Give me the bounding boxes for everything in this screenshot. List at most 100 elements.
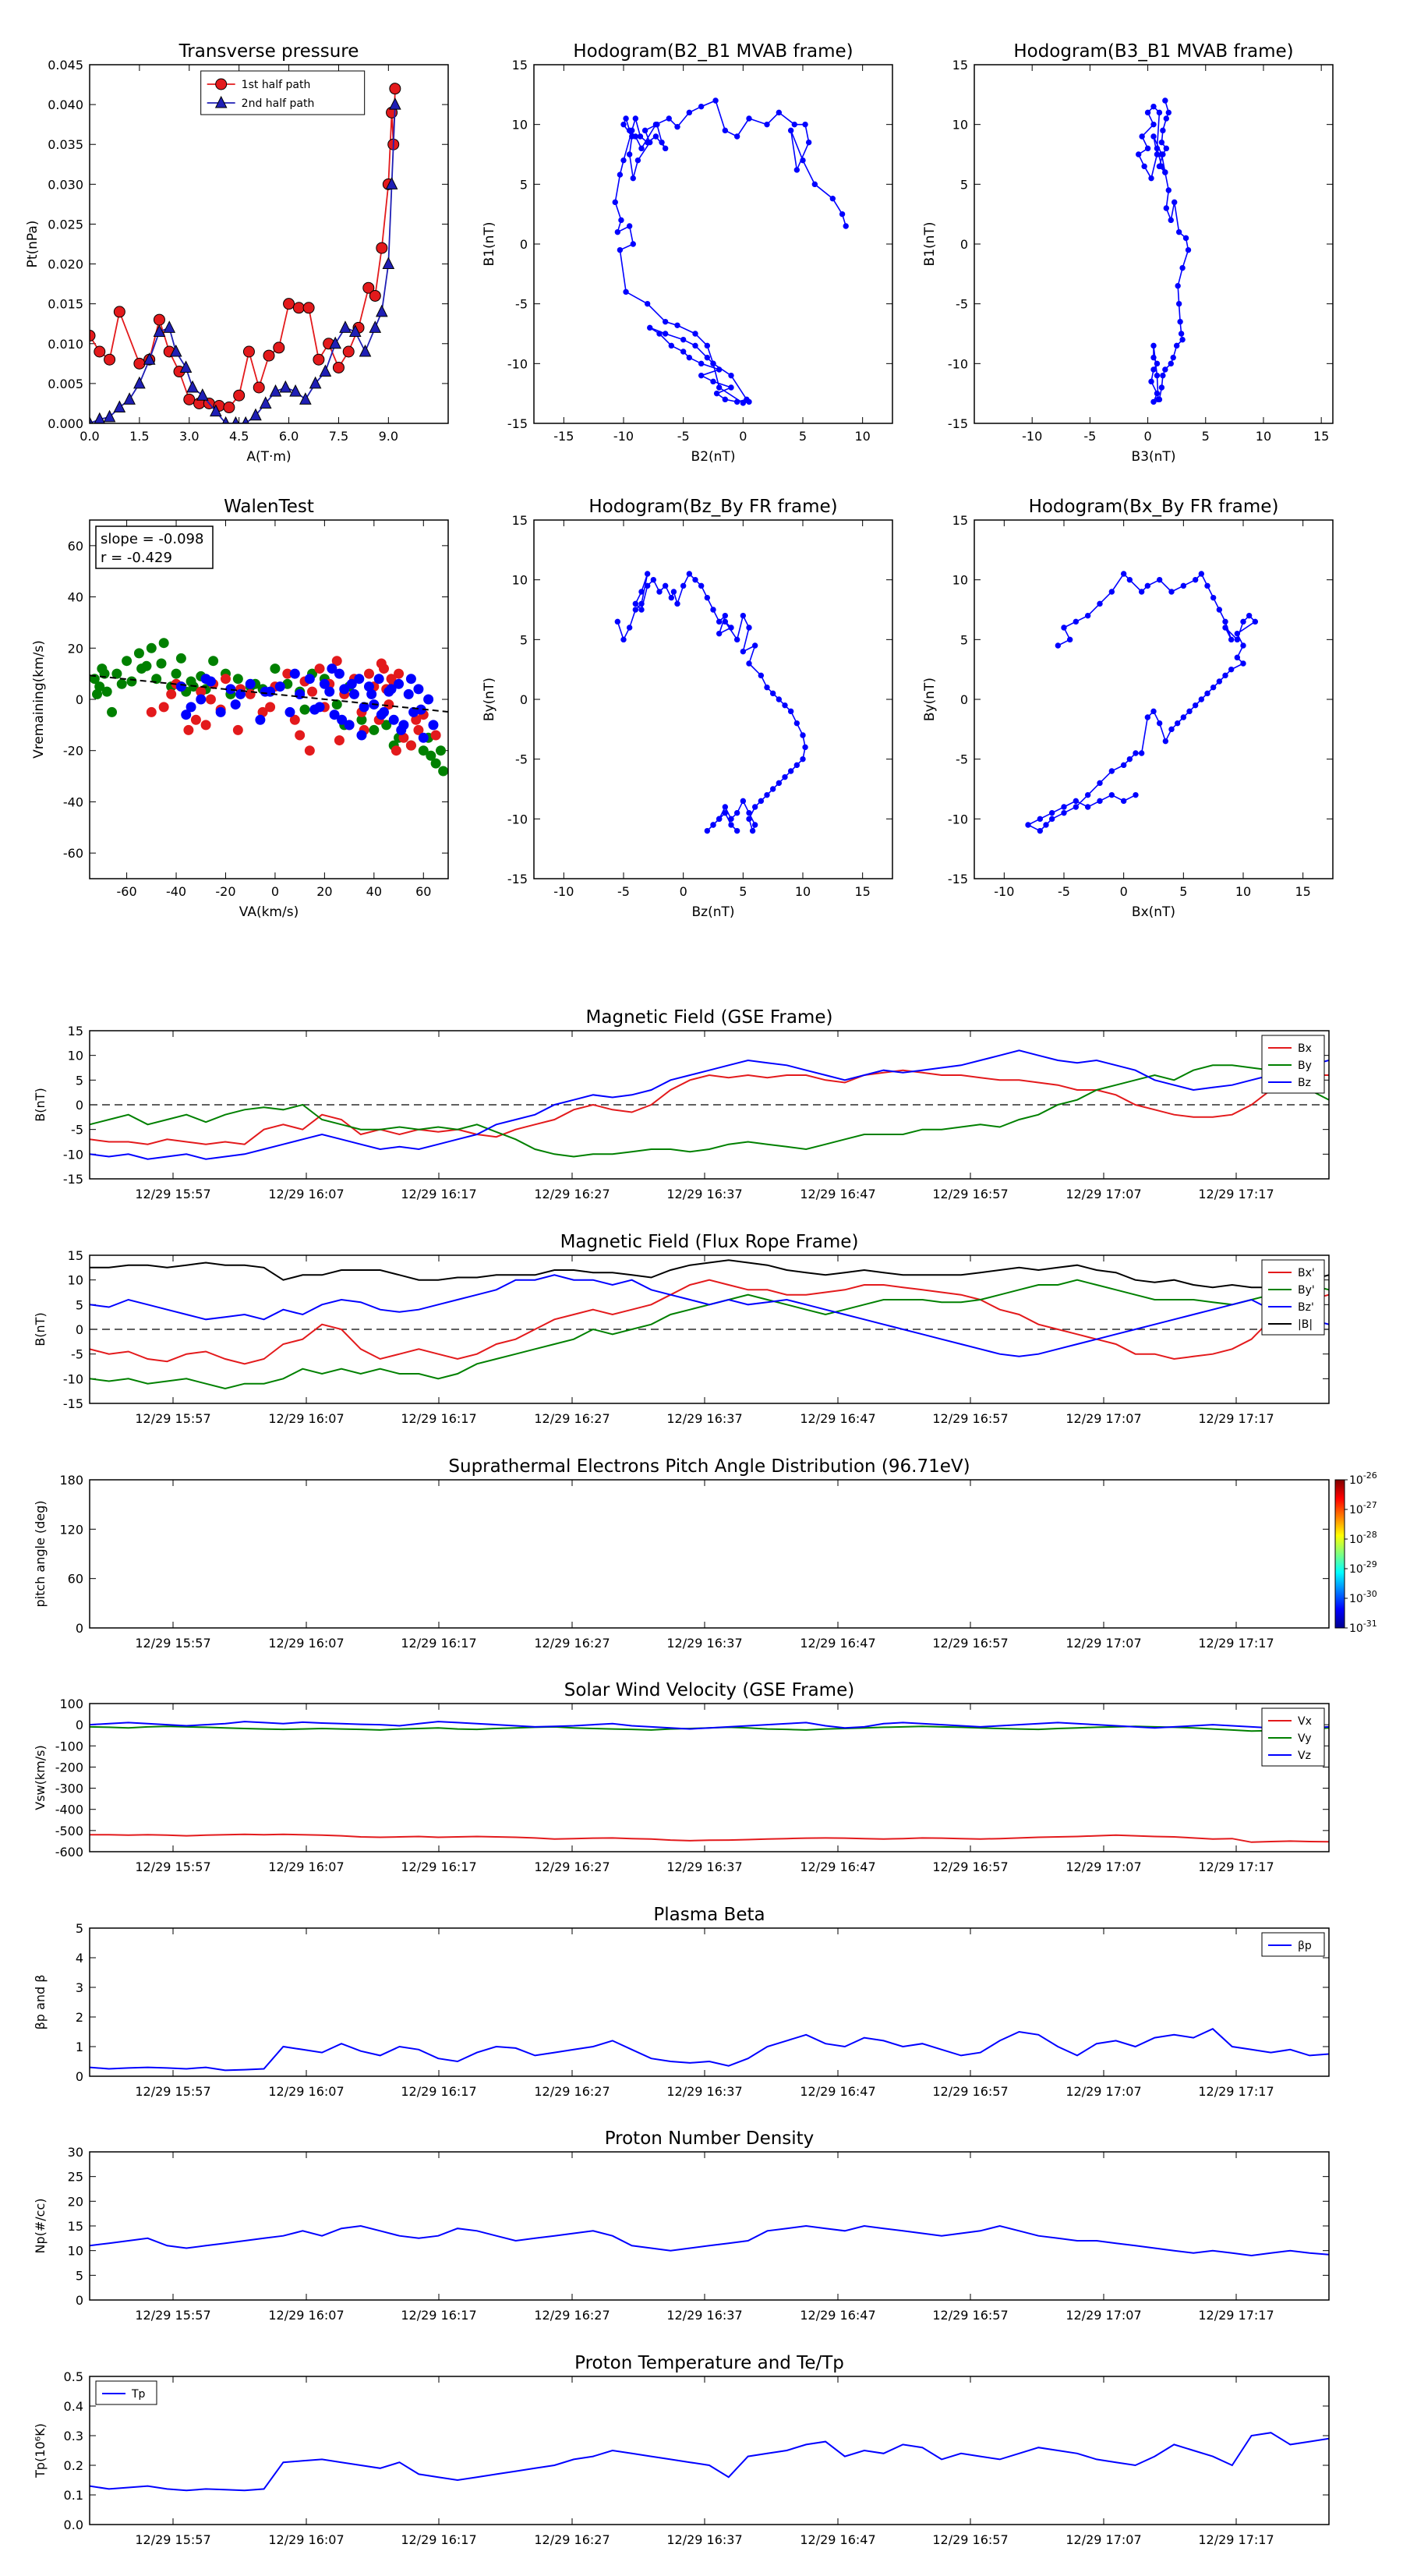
- y-axis-label: Tp(10⁶K): [33, 2423, 48, 2479]
- data-point: [1162, 169, 1168, 175]
- chart-title-walen: WalenTest: [224, 497, 314, 517]
- data-point: [1148, 378, 1154, 385]
- time-tick-label: 12/29 16:17: [401, 1411, 476, 1426]
- data-point: [376, 709, 387, 720]
- data-point: [1158, 139, 1165, 146]
- data-point: [1154, 372, 1161, 379]
- data-point: [1108, 768, 1115, 774]
- chart-title-pad: Suprathermal Electrons Pitch Angle Distr…: [448, 1456, 970, 1477]
- series-line-Bz-By: [617, 572, 806, 833]
- data-point: [634, 157, 641, 164]
- axes-vsw-frame: [89, 1703, 1330, 1852]
- data-point: [122, 656, 133, 667]
- data-point: [839, 211, 846, 218]
- data-point: [359, 344, 372, 357]
- y-tick-label: 10: [68, 1273, 83, 1288]
- data-point: [171, 668, 182, 679]
- data-point: [405, 740, 416, 751]
- data-point: [269, 384, 282, 397]
- y-axis-label: βp and β: [33, 1975, 48, 2030]
- y-tick-label: 0: [960, 692, 968, 707]
- time-tick-label: 12/29 16:07: [268, 1859, 344, 1874]
- y-tick-label: -40: [63, 794, 83, 809]
- data-point: [143, 352, 156, 365]
- data-point: [1156, 576, 1163, 583]
- x-tick-label: -5: [677, 429, 690, 444]
- y-tick-label: 0: [520, 692, 528, 707]
- time-tick-label: 12/29 16:07: [268, 1411, 344, 1426]
- data-point: [614, 228, 621, 235]
- data-point: [376, 242, 388, 254]
- time-tick-label: 12/29 17:07: [1066, 2532, 1141, 2547]
- data-point: [1156, 109, 1163, 116]
- axes-beta-frame: [89, 1927, 1330, 2077]
- data-point: [1108, 589, 1115, 595]
- data-point: [666, 115, 672, 122]
- legend-label: Vy: [1298, 1732, 1312, 1745]
- data-point: [153, 324, 166, 337]
- data-point: [802, 744, 808, 751]
- time-tick-label: 12/29 17:17: [1198, 2532, 1274, 2547]
- data-point: [698, 360, 705, 367]
- y-tick-label: -5: [71, 1347, 83, 1362]
- y-tick-label: 4: [76, 1951, 83, 1966]
- data-point: [391, 745, 401, 756]
- y-tick-label: 0: [960, 237, 968, 252]
- data-point: [1240, 618, 1246, 625]
- data-point: [1162, 738, 1169, 745]
- y-tick-label: 0.3: [64, 2429, 83, 2443]
- data-point: [1150, 103, 1157, 110]
- data-point: [1182, 235, 1189, 242]
- y-tick-label: 120: [59, 1522, 83, 1537]
- y-tick-label: 0.5: [64, 2369, 83, 2384]
- data-point: [722, 809, 729, 816]
- data-point: [787, 768, 794, 774]
- data-point: [334, 668, 345, 679]
- y-tick-label: 10: [68, 2244, 83, 2259]
- data-point: [626, 223, 633, 229]
- data-point: [428, 720, 439, 731]
- y-tick-label: 15: [68, 1024, 83, 1039]
- data-point: [289, 384, 302, 397]
- data-point: [630, 241, 636, 247]
- data-point: [659, 139, 665, 146]
- chart-title-bfr: Magnetic Field (Flux Rope Frame): [560, 1232, 859, 1252]
- data-point: [629, 133, 635, 140]
- chart-title-beta: Plasma Beta: [653, 1905, 765, 1925]
- time-tick-label: 12/29 16:27: [534, 2084, 610, 2099]
- time-tick-label: 12/29 16:27: [534, 2532, 610, 2547]
- x-tick-label: 15: [1313, 429, 1329, 444]
- y-tick-label: 5: [520, 177, 528, 192]
- data-point: [156, 658, 167, 669]
- x-tick-label: 7.5: [329, 429, 348, 444]
- plot-area-h1: [612, 97, 849, 406]
- data-point: [746, 115, 752, 122]
- time-tick-label: 12/29 17:07: [1066, 1636, 1141, 1651]
- legend: Bx By Bz: [1261, 1035, 1325, 1094]
- data-point: [270, 663, 281, 674]
- data-point: [713, 390, 720, 397]
- data-point: [612, 199, 618, 206]
- colorbar-exponent: -28: [1363, 1530, 1377, 1540]
- x-tick-label: -20: [215, 884, 235, 899]
- data-point: [255, 714, 266, 725]
- data-point: [805, 139, 812, 146]
- x-tick-label: 0: [271, 884, 279, 899]
- data-point: [829, 196, 836, 202]
- x-axis-label: Bz(nT): [691, 904, 734, 920]
- x-tick-label: -10: [613, 429, 634, 444]
- colorbar-exponent: -27: [1363, 1500, 1377, 1510]
- data-point: [716, 366, 723, 373]
- data-point: [1174, 720, 1181, 727]
- data-point: [733, 398, 740, 405]
- y-tick-label: -400: [55, 1803, 83, 1817]
- y-tick-label: 2: [76, 2010, 83, 2025]
- data-point: [1198, 571, 1205, 577]
- time-tick-label: 12/29 15:57: [135, 2084, 210, 2099]
- annotation-frame: [95, 525, 214, 569]
- time-tick-label: 12/29 17:17: [1198, 1636, 1274, 1651]
- y-axis-label: Np(#/cc): [33, 2199, 48, 2254]
- time-tick-label: 12/29 17:17: [1198, 1859, 1274, 1874]
- data-point: [418, 745, 429, 756]
- y-tick-label: -300: [55, 1782, 83, 1796]
